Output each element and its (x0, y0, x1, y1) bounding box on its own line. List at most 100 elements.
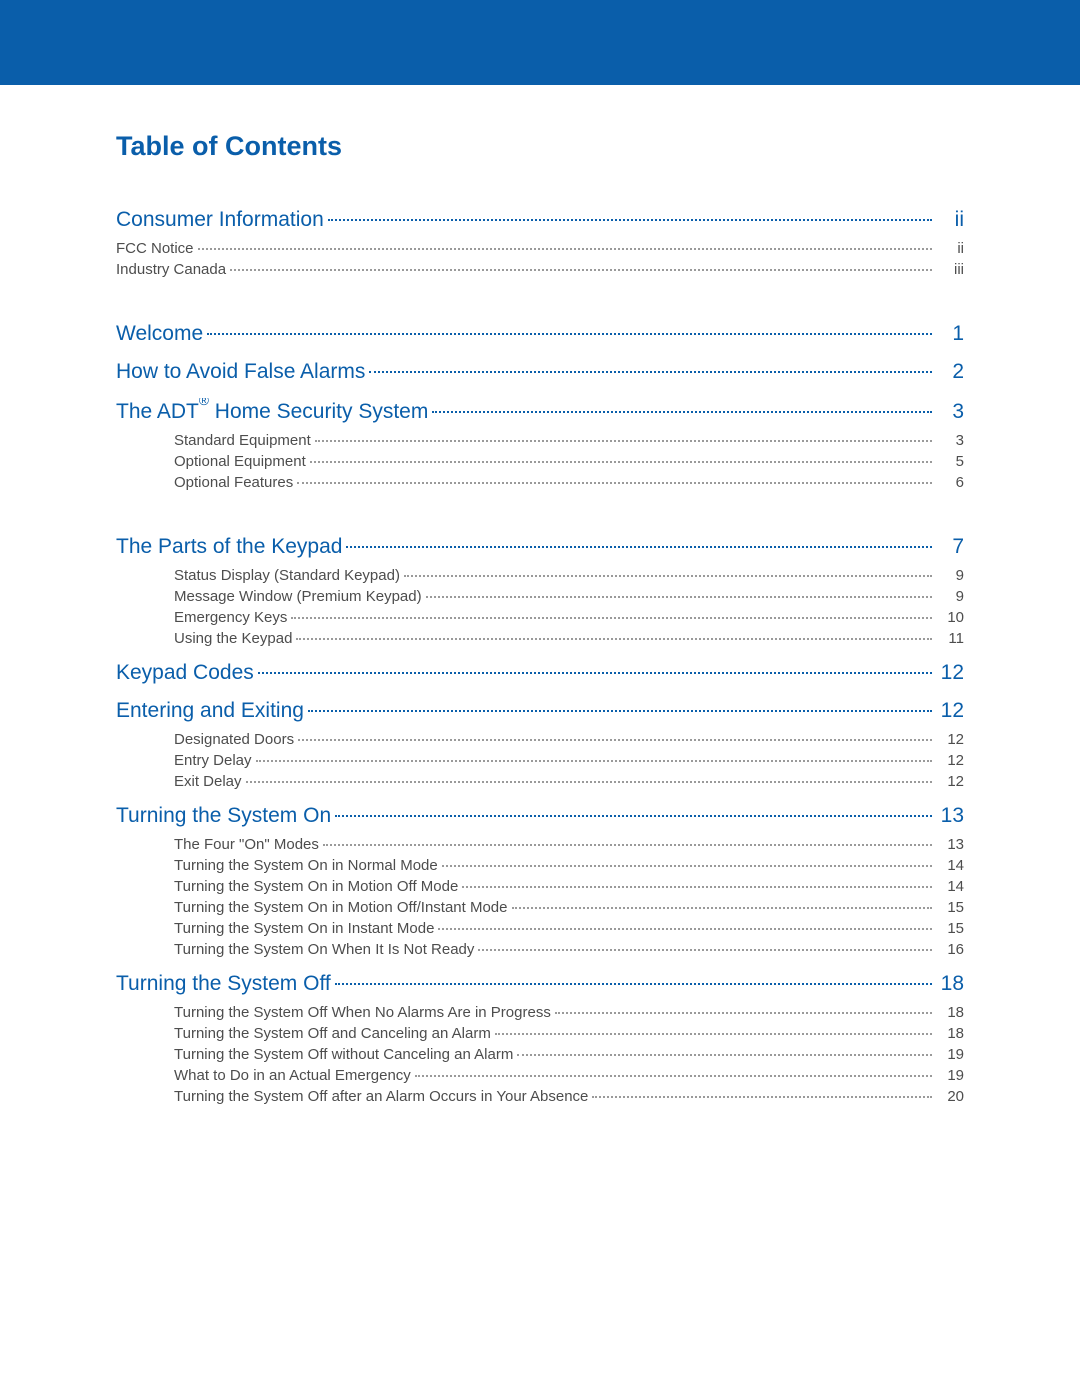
toc-label: Turning the System On in Motion Off Mode (174, 878, 458, 895)
section-gap (116, 495, 964, 521)
toc-subentry[interactable]: Message Window (Premium Keypad) 9 (116, 588, 964, 605)
toc-label: Status Display (Standard Keypad) (174, 567, 400, 584)
toc-subentry[interactable]: Turning the System On in Normal Mode14 (116, 857, 964, 874)
toc-leader-dots (256, 760, 932, 762)
toc-label: Turning the System On in Normal Mode (174, 857, 438, 874)
toc-page-number: 6 (936, 474, 964, 491)
toc-label: Turning the System Off after an Alarm Oc… (174, 1088, 588, 1105)
toc-page-number: 12 (936, 699, 964, 723)
toc-label: Optional Equipment (174, 453, 306, 470)
toc-leader-dots (462, 886, 932, 888)
toc-label: Turning the System On When It Is Not Rea… (174, 941, 474, 958)
toc-heading[interactable]: How to Avoid False Alarms 2 (116, 360, 964, 384)
page-title: Table of Contents (116, 131, 964, 162)
toc-subentry[interactable]: Turning the System On When It Is Not Rea… (116, 941, 964, 958)
toc-page-number: 3 (936, 432, 964, 449)
toc-page-number: 2 (936, 360, 964, 384)
toc-label: Turning the System Off without Canceling… (174, 1046, 513, 1063)
toc-heading[interactable]: Turning the System On13 (116, 804, 964, 828)
toc-subentry[interactable]: Turning the System Off and Canceling an … (116, 1025, 964, 1042)
toc-heading[interactable]: The Parts of the Keypad7 (116, 535, 964, 559)
toc-page-number: 9 (936, 588, 964, 605)
toc-label: Keypad Codes (116, 661, 254, 685)
toc-subentry[interactable]: Turning the System On in Instant Mode 15 (116, 920, 964, 937)
toc-body: Consumer Informationii FCC Noticeii Indust… (116, 208, 964, 1105)
toc-label: Message Window (Premium Keypad) (174, 588, 422, 605)
toc-page-number: 12 (936, 661, 964, 685)
toc-leader-dots (592, 1096, 932, 1098)
toc-heading[interactable]: Entering and Exiting 12 (116, 699, 964, 723)
toc-page-number: 18 (936, 1025, 964, 1042)
toc-label: Entry Delay (174, 752, 252, 769)
toc-page-number: 12 (936, 752, 964, 769)
toc-leader-dots (198, 248, 932, 250)
toc-page-number: 13 (936, 836, 964, 853)
toc-page-number: 14 (936, 878, 964, 895)
toc-subentry[interactable]: Using the Keypad 11 (116, 630, 964, 647)
toc-leader-dots (258, 672, 932, 674)
toc-label: Welcome (116, 322, 203, 346)
toc-label: Entering and Exiting (116, 699, 304, 723)
toc-subentry[interactable]: Standard Equipment3 (116, 432, 964, 449)
toc-page-number: ii (936, 208, 964, 232)
toc-subentry[interactable]: Entry Delay 12 (116, 752, 964, 769)
toc-leader-dots (335, 983, 932, 985)
toc-leader-dots (291, 617, 932, 619)
toc-label: Turning the System On in Instant Mode (174, 920, 434, 937)
toc-subentry[interactable]: Turning the System On in Motion Off Mode… (116, 878, 964, 895)
toc-subentry[interactable]: Turning the System Off without Canceling… (116, 1046, 964, 1063)
toc-subentry[interactable]: Turning the System Off after an Alarm Oc… (116, 1088, 964, 1105)
toc-leader-dots (296, 638, 932, 640)
toc-leader-dots (432, 411, 932, 413)
toc-heading[interactable]: Consumer Informationii (116, 208, 964, 232)
toc-heading[interactable]: Welcome 1 (116, 322, 964, 346)
toc-subentry[interactable]: Optional Features 6 (116, 474, 964, 491)
toc-leader-dots (438, 928, 932, 930)
toc-subentry[interactable]: The Four "On" Modes 13 (116, 836, 964, 853)
toc-label: Optional Features (174, 474, 293, 491)
toc-page-number: 15 (936, 920, 964, 937)
toc-subentry[interactable]: Emergency Keys10 (116, 609, 964, 626)
toc-label: Exit Delay (174, 773, 242, 790)
toc-heading[interactable]: Turning the System Off18 (116, 972, 964, 996)
toc-leader-dots (404, 575, 932, 577)
toc-subentry[interactable]: Exit Delay 12 (116, 773, 964, 790)
toc-subentry[interactable]: What to Do in an Actual Emergency19 (116, 1067, 964, 1084)
toc-leader-dots (298, 739, 932, 741)
toc-subentry[interactable]: FCC Noticeii (116, 240, 964, 257)
toc-leader-dots (426, 596, 932, 598)
toc-leader-dots (555, 1012, 932, 1014)
toc-page-number: 13 (936, 804, 964, 828)
toc-heading[interactable]: Keypad Codes 12 (116, 661, 964, 685)
toc-leader-dots (315, 440, 932, 442)
toc-label: Turning the System Off and Canceling an … (174, 1025, 491, 1042)
toc-page-number: ii (936, 240, 964, 257)
toc-subentry[interactable]: Optional Equipment5 (116, 453, 964, 470)
toc-page-number: 18 (936, 972, 964, 996)
toc-label: Turning the System On in Motion Off/Inst… (174, 899, 508, 916)
header-band (0, 0, 1080, 85)
toc-subentry[interactable]: Designated Doors12 (116, 731, 964, 748)
toc-page-number: 19 (936, 1067, 964, 1084)
toc-page-number: 12 (936, 773, 964, 790)
toc-label: The Parts of the Keypad (116, 535, 342, 559)
toc-page-number: 19 (936, 1046, 964, 1063)
toc-subentry[interactable]: Turning the System Off When No Alarms Ar… (116, 1004, 964, 1021)
toc-leader-dots (335, 815, 932, 817)
toc-label: How to Avoid False Alarms (116, 360, 365, 384)
toc-leader-dots (230, 269, 932, 271)
toc-page-number: 11 (936, 630, 964, 647)
toc-page-number: 3 (936, 400, 964, 424)
toc-leader-dots (369, 371, 932, 373)
toc-label: The Four "On" Modes (174, 836, 319, 853)
toc-subentry[interactable]: Industry Canadaiii (116, 261, 964, 278)
toc-leader-dots (308, 710, 932, 712)
toc-page-number: 1 (936, 322, 964, 346)
toc-subentry[interactable]: Status Display (Standard Keypad)9 (116, 567, 964, 584)
toc-heading[interactable]: The ADT® Home Security System3 (116, 398, 964, 424)
toc-leader-dots (415, 1075, 932, 1077)
toc-leader-dots (328, 219, 932, 221)
toc-leader-dots (478, 949, 932, 951)
toc-subentry[interactable]: Turning the System On in Motion Off/Inst… (116, 899, 964, 916)
toc-label: Using the Keypad (174, 630, 292, 647)
